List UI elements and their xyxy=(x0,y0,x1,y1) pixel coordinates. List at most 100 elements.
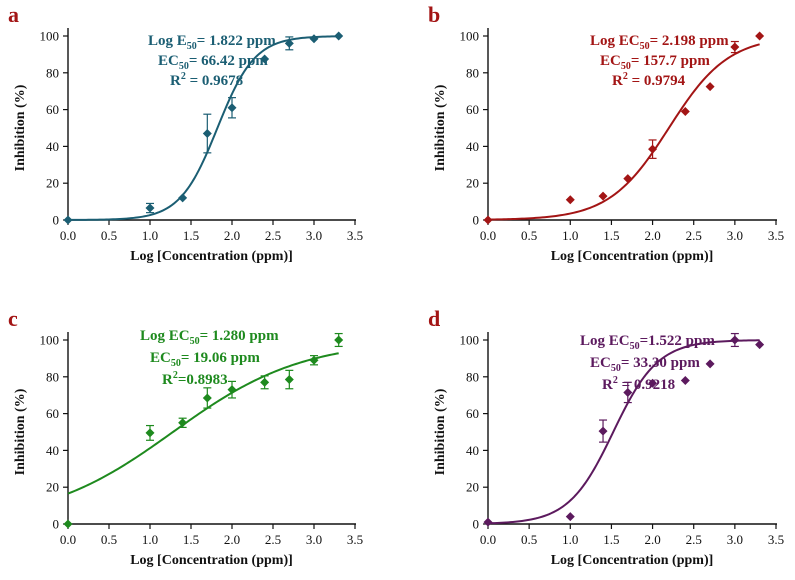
annotation-line: EC50= 157.7 ppm xyxy=(600,53,710,72)
y-tick-label: 60 xyxy=(466,406,479,421)
y-tick-label: 40 xyxy=(46,443,59,458)
annotation-line: Log EC50=1.522 ppm xyxy=(580,333,715,352)
x-tick-label: 0.5 xyxy=(101,532,117,547)
x-tick-label: 2.5 xyxy=(686,228,702,243)
data-point xyxy=(755,340,765,350)
y-tick-label: 20 xyxy=(466,176,479,191)
data-point xyxy=(483,517,493,527)
data-point xyxy=(178,193,188,203)
data-point xyxy=(598,191,608,201)
y-tick-label: 100 xyxy=(460,29,480,44)
x-tick-label: 1.5 xyxy=(603,532,619,547)
data-point xyxy=(145,203,155,213)
data-point xyxy=(623,387,633,397)
x-tick-label: 1.5 xyxy=(183,228,199,243)
annotation-line: Log EC50= 1.280 ppm xyxy=(140,328,279,347)
x-tick-label: 1.5 xyxy=(183,532,199,547)
x-axis-title: Log [Concentration (ppm)] xyxy=(551,249,714,264)
x-tick-label: 1.5 xyxy=(603,228,619,243)
annotation-line: EC50= 19.06 ppm xyxy=(150,350,260,369)
x-tick-label: 0.5 xyxy=(521,228,537,243)
panel-letter: c xyxy=(8,306,18,331)
x-tick-label: 1.0 xyxy=(562,228,578,243)
data-point xyxy=(309,34,319,44)
y-tick-label: 40 xyxy=(466,443,479,458)
data-point xyxy=(63,519,73,529)
data-point xyxy=(284,38,294,48)
y-tick-label: 80 xyxy=(46,369,59,384)
fit-curve xyxy=(487,339,760,525)
annotation-line: R2 = 0.9794 xyxy=(612,71,686,89)
chart-panel-a: a 0.0 0.5 1.0 1.5 2.0 2.5 3.0 3.5 0 20 40 60 80 100 Log… xyxy=(8,2,363,264)
y-tick-label: 60 xyxy=(466,102,479,117)
y-axis-title: Inhibition (%) xyxy=(433,84,448,171)
data-point xyxy=(202,129,212,139)
data-point xyxy=(623,174,633,184)
chart-panel-b: b 0.0 0.5 1.0 1.5 2.0 2.5 3.0 3.5 0 20 40 60 80 100 Log… xyxy=(428,2,784,264)
y-axis-title: Inhibition (%) xyxy=(13,84,28,171)
data-point xyxy=(648,378,658,388)
y-tick-label: 100 xyxy=(460,333,480,348)
data-point xyxy=(63,215,73,225)
data-point xyxy=(565,195,575,205)
x-tick-label: 2.0 xyxy=(644,532,660,547)
x-tick-label: 2.0 xyxy=(644,228,660,243)
x-tick-label: 3.0 xyxy=(727,228,743,243)
data-point xyxy=(730,335,740,345)
data-point xyxy=(648,144,658,154)
x-tick-label: 0.0 xyxy=(480,532,496,547)
x-tick-label: 3.5 xyxy=(347,532,363,547)
y-tick-label: 0 xyxy=(473,517,480,532)
data-point xyxy=(145,428,155,438)
y-tick-label: 60 xyxy=(46,406,59,421)
annotation-line: R2 = 0.9678 xyxy=(170,71,243,89)
y-tick-label: 20 xyxy=(466,480,479,495)
x-axis-title: Log [Concentration (ppm)] xyxy=(551,553,714,568)
data-point xyxy=(334,31,344,41)
chart-panel-c: c 0.0 0.5 1.0 1.5 2.0 2.5 3.0 3.5 0 20 40 60 80 100 Log… xyxy=(8,306,363,568)
x-tick-label: 3.0 xyxy=(727,532,743,547)
x-tick-label: 3.0 xyxy=(306,228,322,243)
x-tick-label: 0.0 xyxy=(60,532,76,547)
y-tick-label: 20 xyxy=(46,176,59,191)
annotation-line: Log EC50= 2.198 ppm xyxy=(590,33,729,52)
data-point xyxy=(705,359,715,369)
x-tick-label: 0.0 xyxy=(480,228,496,243)
data-point xyxy=(680,375,690,385)
y-tick-label: 60 xyxy=(46,102,59,117)
x-tick-label: 1.0 xyxy=(142,228,158,243)
panel-letter: a xyxy=(8,2,19,27)
panel-letter: b xyxy=(428,2,440,27)
x-tick-label: 3.5 xyxy=(347,228,363,243)
x-tick-label: 3.5 xyxy=(768,532,784,547)
x-tick-label: 0.5 xyxy=(521,532,537,547)
data-point xyxy=(334,335,344,345)
data-point xyxy=(309,355,319,365)
x-tick-label: 0.5 xyxy=(101,228,117,243)
annotation-line: Log E50= 1.822 ppm xyxy=(148,33,276,52)
y-tick-label: 0 xyxy=(473,213,480,228)
x-tick-label: 2.5 xyxy=(265,532,281,547)
data-point xyxy=(178,418,188,428)
chart-panel-d: d 0.0 0.5 1.0 1.5 2.0 2.5 3.0 3.5 0 20 40 60 80 100 Log… xyxy=(428,306,784,568)
data-point xyxy=(227,385,237,395)
data-point xyxy=(284,375,294,385)
annotation-line: EC50= 66.42 ppm xyxy=(158,53,268,72)
fit-curve xyxy=(487,43,760,221)
y-tick-label: 40 xyxy=(466,139,479,154)
annotation-line: EC50= 33.30 ppm xyxy=(590,355,700,374)
data-point xyxy=(227,103,237,113)
y-tick-label: 20 xyxy=(46,480,59,495)
data-point xyxy=(260,54,270,64)
y-tick-label: 0 xyxy=(53,517,60,532)
data-point xyxy=(730,42,740,52)
panel-letter: d xyxy=(428,306,440,331)
fit-curve xyxy=(67,352,339,495)
data-point xyxy=(260,377,270,387)
x-tick-label: 2.5 xyxy=(686,532,702,547)
data-point xyxy=(755,31,765,41)
x-tick-label: 0.0 xyxy=(60,228,76,243)
y-tick-label: 100 xyxy=(40,333,60,348)
data-point xyxy=(598,426,608,436)
